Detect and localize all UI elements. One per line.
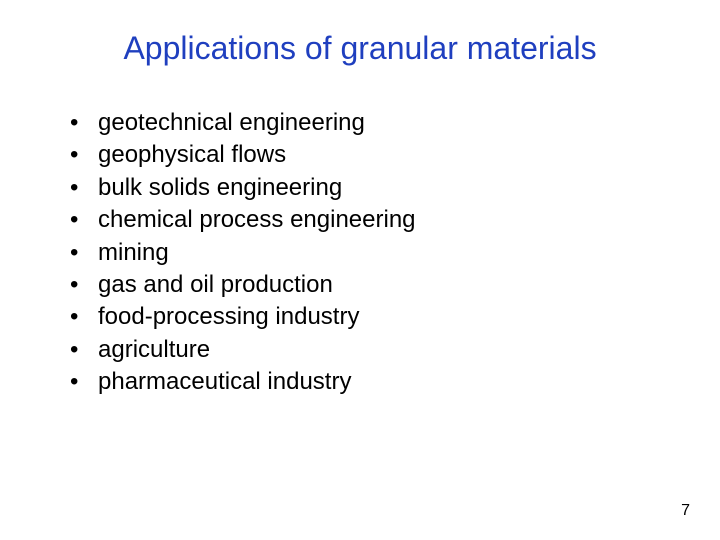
list-item: •pharmaceutical industry [70, 366, 670, 398]
list-item-label: gas and oil production [98, 269, 333, 301]
list-item-label: geophysical flows [98, 139, 286, 171]
bullet-icon: • [70, 334, 98, 366]
list-item-label: mining [98, 237, 169, 269]
bullet-icon: • [70, 172, 98, 204]
bullet-icon: • [70, 107, 98, 139]
list-item-label: pharmaceutical industry [98, 366, 351, 398]
bullet-icon: • [70, 269, 98, 301]
list-item-label: chemical process engineering [98, 204, 416, 236]
list-item: •geotechnical engineering [70, 107, 670, 139]
list-item: •bulk solids engineering [70, 172, 670, 204]
list-item-label: food-processing industry [98, 301, 359, 333]
list-item-label: agriculture [98, 334, 210, 366]
list-item-label: geotechnical engineering [98, 107, 365, 139]
slide-title: Applications of granular materials [50, 30, 670, 67]
list-item: •food-processing industry [70, 301, 670, 333]
bullet-icon: • [70, 139, 98, 171]
bullet-icon: • [70, 366, 98, 398]
list-item: •mining [70, 237, 670, 269]
list-item: •agriculture [70, 334, 670, 366]
list-item: •gas and oil production [70, 269, 670, 301]
list-item: •geophysical flows [70, 139, 670, 171]
bullet-icon: • [70, 301, 98, 333]
slide: Applications of granular materials •geot… [0, 0, 720, 540]
bullet-icon: • [70, 237, 98, 269]
list-item: •chemical process engineering [70, 204, 670, 236]
bullet-list: •geotechnical engineering•geophysical fl… [50, 107, 670, 399]
page-number: 7 [681, 502, 690, 520]
bullet-icon: • [70, 204, 98, 236]
list-item-label: bulk solids engineering [98, 172, 342, 204]
